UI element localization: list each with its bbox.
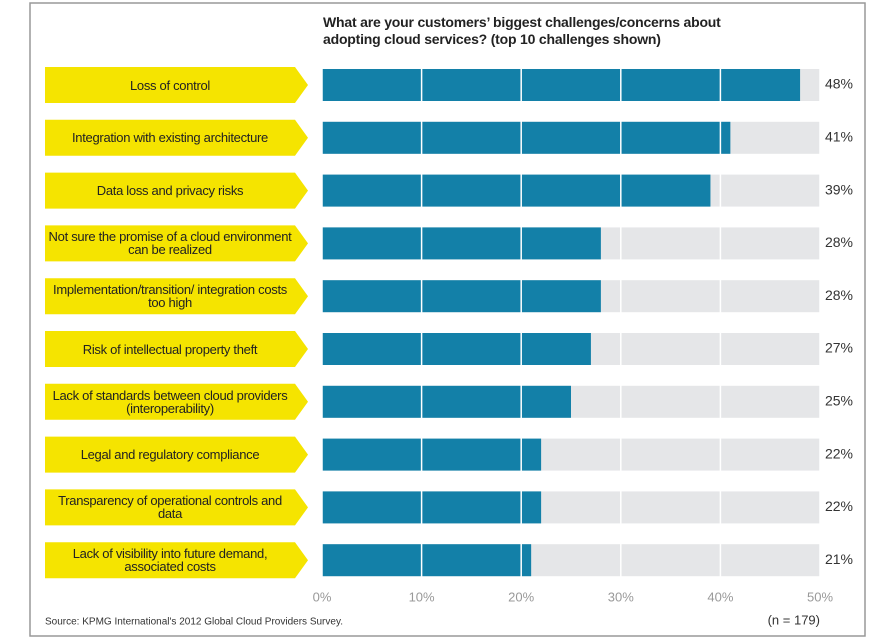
bar (322, 227, 601, 260)
category-label: Integration with existing architecture (72, 130, 268, 146)
label-arrow (45, 278, 308, 315)
bar (322, 491, 542, 524)
value-label: 39% (825, 181, 853, 197)
value-label: 28% (825, 287, 853, 303)
bar (322, 280, 601, 313)
value-label: 22% (825, 498, 853, 514)
value-label: 27% (825, 340, 853, 356)
x-tick-label: 40% (707, 589, 733, 604)
category-label: Not sure the promise of a cloud environm… (48, 229, 292, 258)
label-arrow (45, 225, 308, 262)
value-label: 48% (825, 76, 853, 92)
category-label: Risk of intellectual property theft (82, 341, 258, 357)
label-arrow (45, 172, 308, 209)
bar (322, 69, 801, 101)
category-label: Implementation/transition/ integration c… (53, 282, 287, 311)
bar (322, 385, 571, 418)
category-label: Transparency of operational controls and… (58, 493, 282, 522)
bar (322, 438, 542, 471)
x-tick-label: 0% (313, 589, 332, 604)
label-arrow (45, 67, 308, 103)
category-label: Lack of visibility into future demand, a… (72, 546, 268, 575)
x-tick-label: 50% (807, 589, 833, 604)
label-arrow (45, 489, 308, 526)
category-label: Loss of control (129, 77, 211, 93)
sample-size: (n = 179) (768, 612, 820, 627)
label-arrow (45, 331, 308, 367)
x-tick-label: 30% (608, 589, 634, 604)
value-label: 21% (825, 551, 853, 567)
source-note: Source: KPMG International's 2012 Global… (45, 617, 343, 628)
value-label: 41% (825, 129, 853, 145)
bar (322, 333, 591, 365)
bar (322, 174, 711, 207)
label-arrow (45, 383, 308, 420)
bar (322, 544, 532, 577)
label-arrow (45, 119, 308, 156)
bar (322, 121, 731, 154)
category-label: Lack of standards between cloud provider… (52, 387, 288, 416)
label-arrow (45, 436, 308, 473)
value-label: 25% (825, 393, 853, 409)
value-label: 22% (825, 445, 853, 461)
category-label: Legal and regulatory compliance (80, 447, 260, 463)
chart-title: What are your customers’ biggest challen… (323, 14, 721, 47)
x-tick-label: 10% (409, 589, 435, 604)
frame (29, 2, 866, 637)
value-label: 28% (825, 234, 853, 250)
category-label: Data loss and privacy risks (96, 183, 244, 199)
label-arrow (45, 542, 308, 579)
x-tick-label: 20% (508, 589, 534, 604)
